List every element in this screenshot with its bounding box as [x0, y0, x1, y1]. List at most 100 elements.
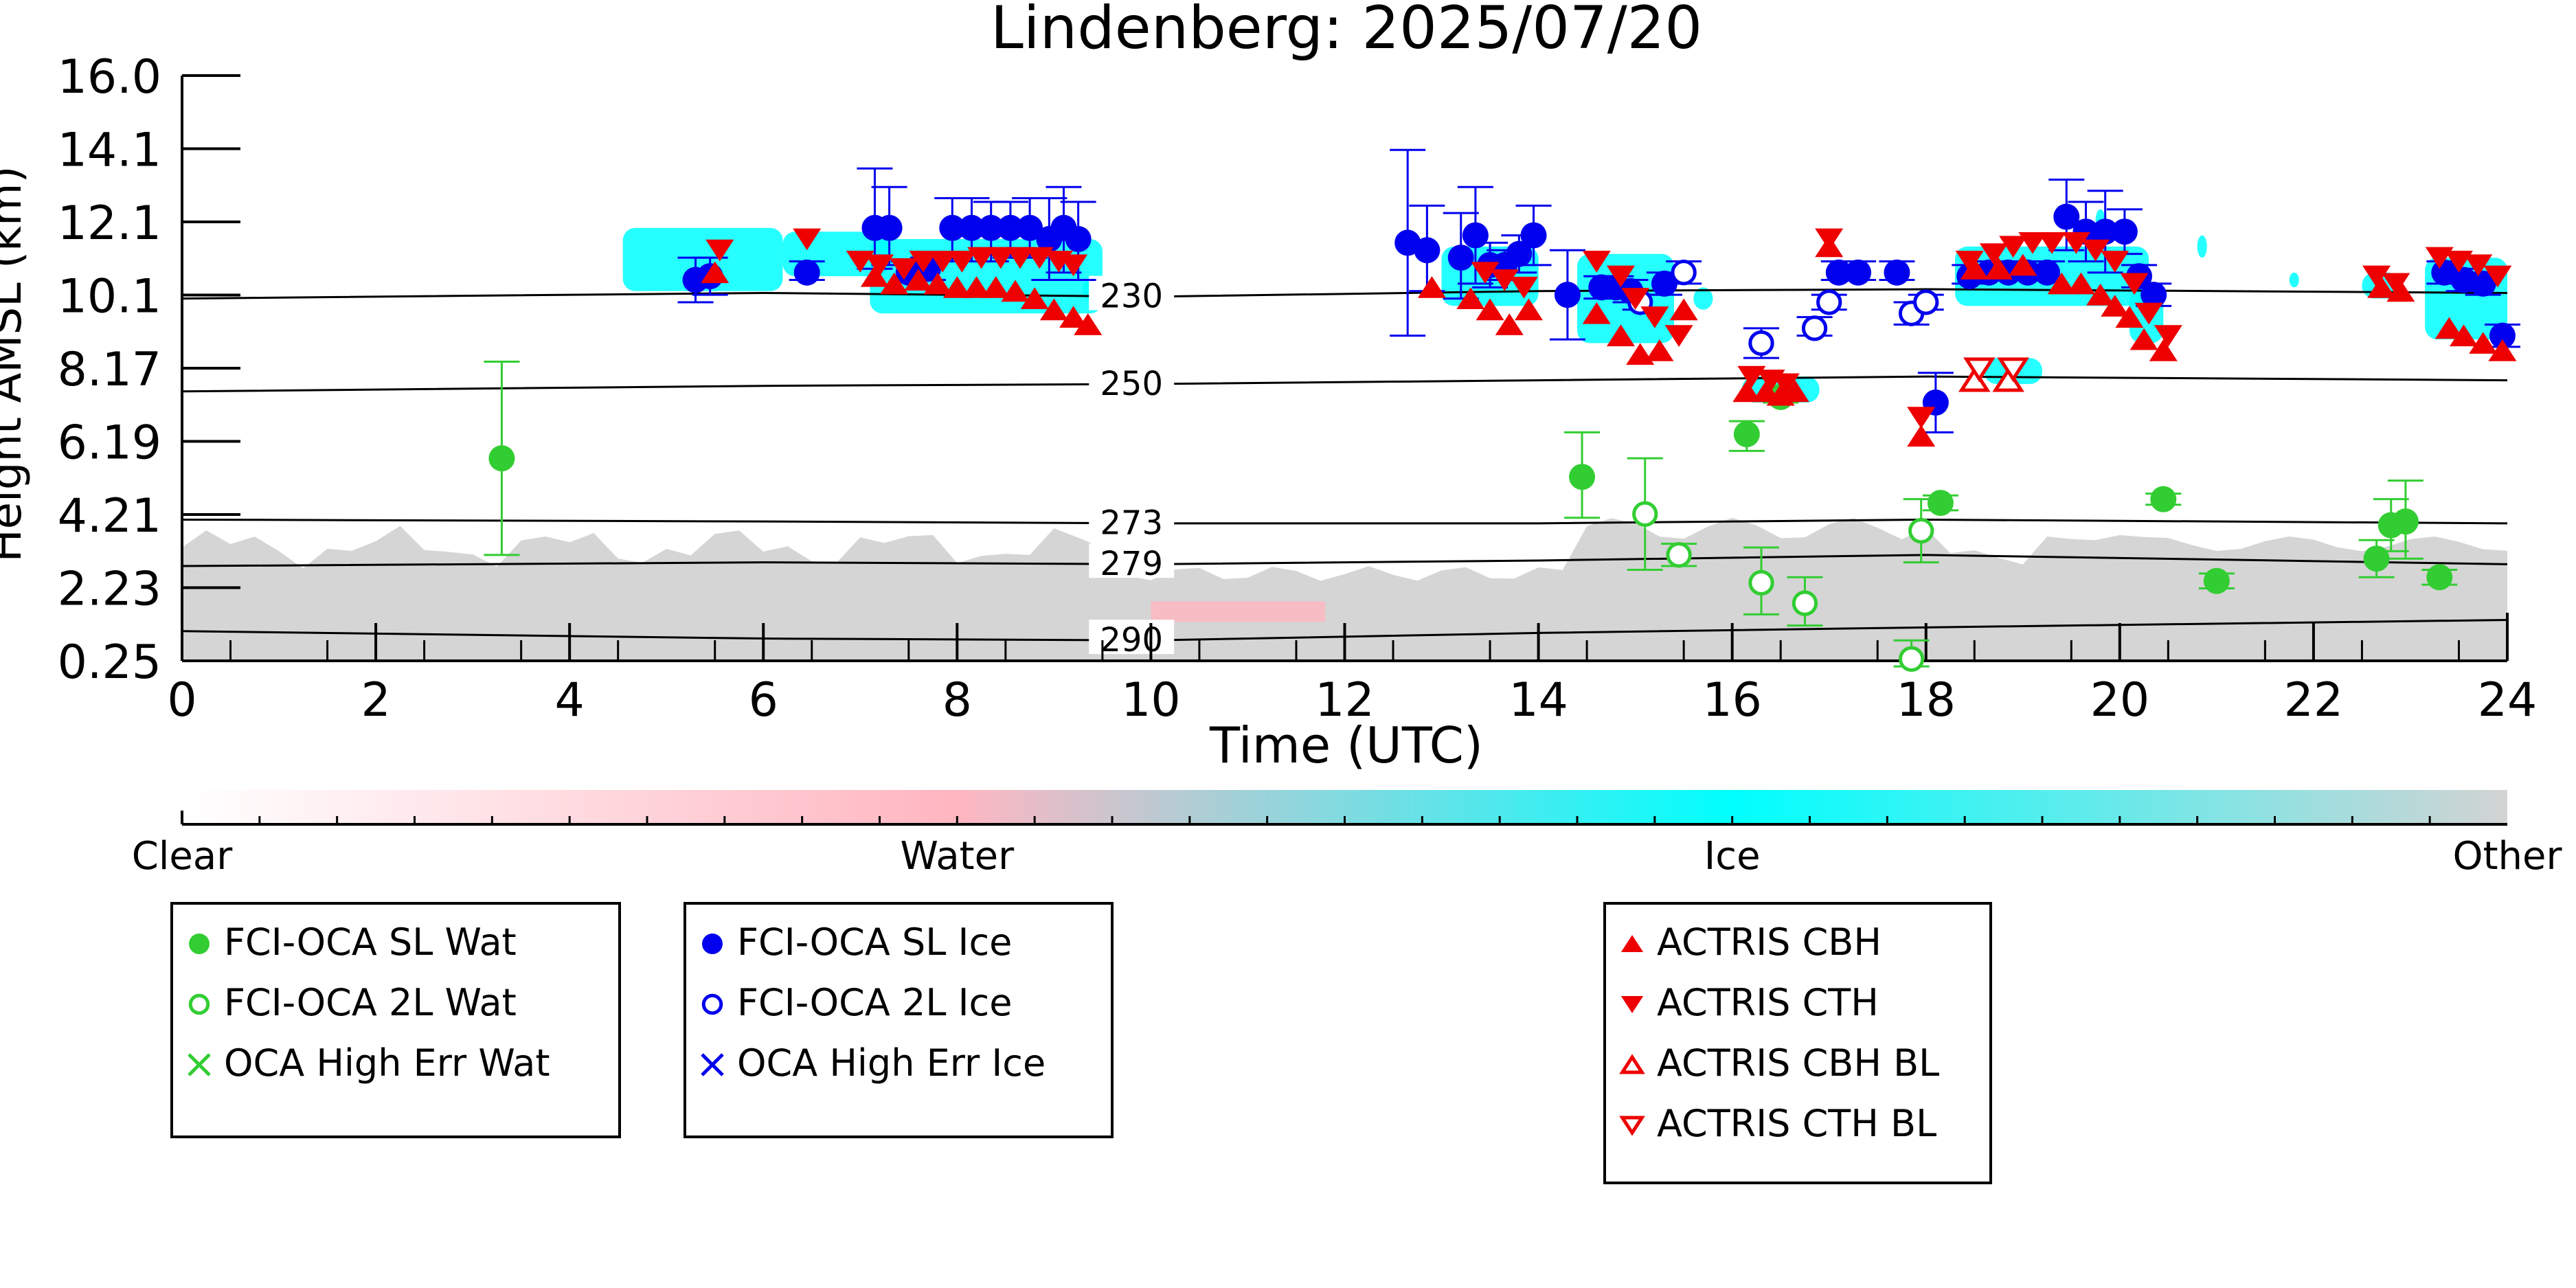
- isotherm-label-bg: [1089, 543, 1175, 578]
- actris-cbh-point: [1645, 339, 1674, 361]
- actris-cbh-point: [1752, 380, 1781, 403]
- fci-oca-sl-ice-point: [1651, 270, 1677, 297]
- actris-cbh-point: [2449, 324, 2478, 347]
- actris-cth-point: [1582, 251, 1611, 273]
- actris-cbh-point: [942, 276, 971, 298]
- x-tick-label: 6: [749, 673, 778, 727]
- legend-box: [683, 902, 1114, 1138]
- actris-cth-point: [1471, 262, 1500, 284]
- actris-cth-point: [2018, 231, 2047, 254]
- legend-label: ACTRIS CTH: [1657, 981, 1879, 1024]
- actris-cth-point: [1999, 236, 2028, 258]
- colorbar-label: Water: [901, 834, 1015, 879]
- actris-cbh-point: [2101, 295, 2129, 317]
- actris-cth-point: [2382, 273, 2410, 295]
- actris-cbh-point: [1781, 380, 1809, 403]
- actris-cth-point: [967, 247, 996, 269]
- actris-cth-point: [865, 254, 894, 277]
- actris-cbh-point: [982, 276, 1010, 298]
- fci-oca-sl-ice-point: [1884, 259, 1910, 286]
- legend-label: FCI-OCA 2L Ice: [737, 981, 1012, 1024]
- actris-cth-point: [2120, 273, 2149, 295]
- fci-oca-2l-wat-point: [1748, 569, 1774, 596]
- y-tick-label: 10.1: [58, 270, 161, 324]
- actris-cbh-point: [1001, 280, 1030, 302]
- actris-cth-point: [1955, 251, 1984, 273]
- legend-label: ACTRIS CBH BL: [1657, 1041, 1939, 1085]
- colorbar-label: Other: [2452, 834, 2562, 879]
- actris-cbh-point: [1606, 324, 1636, 347]
- fci-oca-sl-ice-point: [978, 214, 1004, 241]
- fci-oca-sl-ice-point: [1414, 237, 1440, 264]
- actris-cbh-point: [701, 261, 730, 284]
- legend-box: [170, 902, 621, 1138]
- fci-oca-sl-ice-point: [2140, 282, 2167, 308]
- actris-cbh-point: [904, 269, 933, 291]
- actris-cth-point: [1771, 373, 1800, 396]
- actris-cbh-bl-point: [1958, 367, 1991, 392]
- actris-cbh-point: [1582, 302, 1611, 324]
- legend-label: FCI-OCA SL Ice: [737, 920, 1012, 964]
- isotherm-label-bg: [1089, 275, 1175, 310]
- y-tick-label: 4.21: [58, 489, 161, 543]
- cloud-curtain: [182, 209, 2507, 661]
- legend-label: ACTRIS CTH BL: [1657, 1102, 1936, 1145]
- actris-cth-point: [1621, 288, 1650, 310]
- fci-oca-sl-ice-point: [2489, 322, 2516, 349]
- actris-cth-point: [1059, 254, 1088, 277]
- legend-marker: [189, 934, 210, 954]
- y-tick-label: 14.1: [58, 124, 161, 178]
- fci-oca-sl-ice-point: [1506, 240, 1533, 267]
- actris-cbh-bl-point: [1992, 367, 2024, 392]
- y-tick-label: 8.17: [58, 343, 161, 397]
- actris-cth-point: [1979, 243, 2009, 265]
- x-tick-label: 8: [942, 673, 972, 727]
- actris-cbh-point: [2047, 272, 2076, 295]
- fci-oca-sl-wat-point: [1569, 464, 1596, 490]
- x-tick-label: 10: [1121, 673, 1181, 727]
- legend-marker: [1619, 1116, 1645, 1136]
- actris-cbh-point: [1074, 313, 1103, 335]
- isotherm-230: [181, 288, 2508, 300]
- fci-oca-2l-wat-point: [1666, 542, 1692, 568]
- actris-cth-point: [2037, 231, 2066, 254]
- actris-cbh-point: [2367, 276, 2396, 298]
- x-tick-label: 12: [1315, 673, 1375, 727]
- fci-oca-sl-wat-point: [2203, 567, 2230, 594]
- actris-cth-point: [846, 251, 874, 273]
- actris-cbh-point: [2149, 339, 2178, 361]
- legend-marker: [1620, 995, 1644, 1013]
- fci-oca-sl-wat-point: [2426, 564, 2453, 591]
- legend-marker: [701, 1053, 724, 1076]
- isotherm-label-273: 273: [1100, 504, 1163, 543]
- actris-cth-point: [793, 228, 822, 251]
- isotherm-label-bg: [1089, 502, 1175, 537]
- actris-cth-bl-point: [1963, 357, 1996, 383]
- actris-cbh-point: [923, 272, 952, 295]
- actris-cbh-point: [1456, 287, 1485, 310]
- x-tick-label: 16: [1702, 673, 1762, 727]
- x-tick-label: 4: [555, 673, 585, 727]
- fci-oca-sl-ice-point: [1065, 226, 1092, 253]
- x-tick-label: 20: [2090, 673, 2150, 727]
- actris-cth-point: [705, 239, 734, 262]
- colorbar-label: Clear: [132, 834, 233, 879]
- fci-oca-sl-wat-point: [2392, 508, 2419, 535]
- actris-cbh-point: [2469, 332, 2498, 354]
- fci-oca-sl-ice-point: [997, 214, 1024, 241]
- legend-marker: [1619, 1054, 1645, 1074]
- actris-cth-point: [1606, 265, 1636, 288]
- actris-cth-bl-point: [1997, 357, 2029, 383]
- fci-oca-sl-ice-point: [2450, 267, 2477, 293]
- legend-label: FCI-OCA SL Wat: [224, 920, 517, 964]
- actris-cbh-point: [2086, 283, 2115, 306]
- colorbar-label: Ice: [1704, 834, 1761, 879]
- actris-cbh-point: [1059, 306, 1088, 328]
- actris-cth-point: [2464, 254, 2493, 277]
- isotherm-label-250: 250: [1100, 365, 1163, 403]
- y-tick-label: 12.1: [58, 196, 161, 251]
- x-tick-label: 2: [361, 673, 390, 727]
- actris-cth-point: [1664, 325, 1693, 347]
- actris-cth-point: [2425, 247, 2454, 269]
